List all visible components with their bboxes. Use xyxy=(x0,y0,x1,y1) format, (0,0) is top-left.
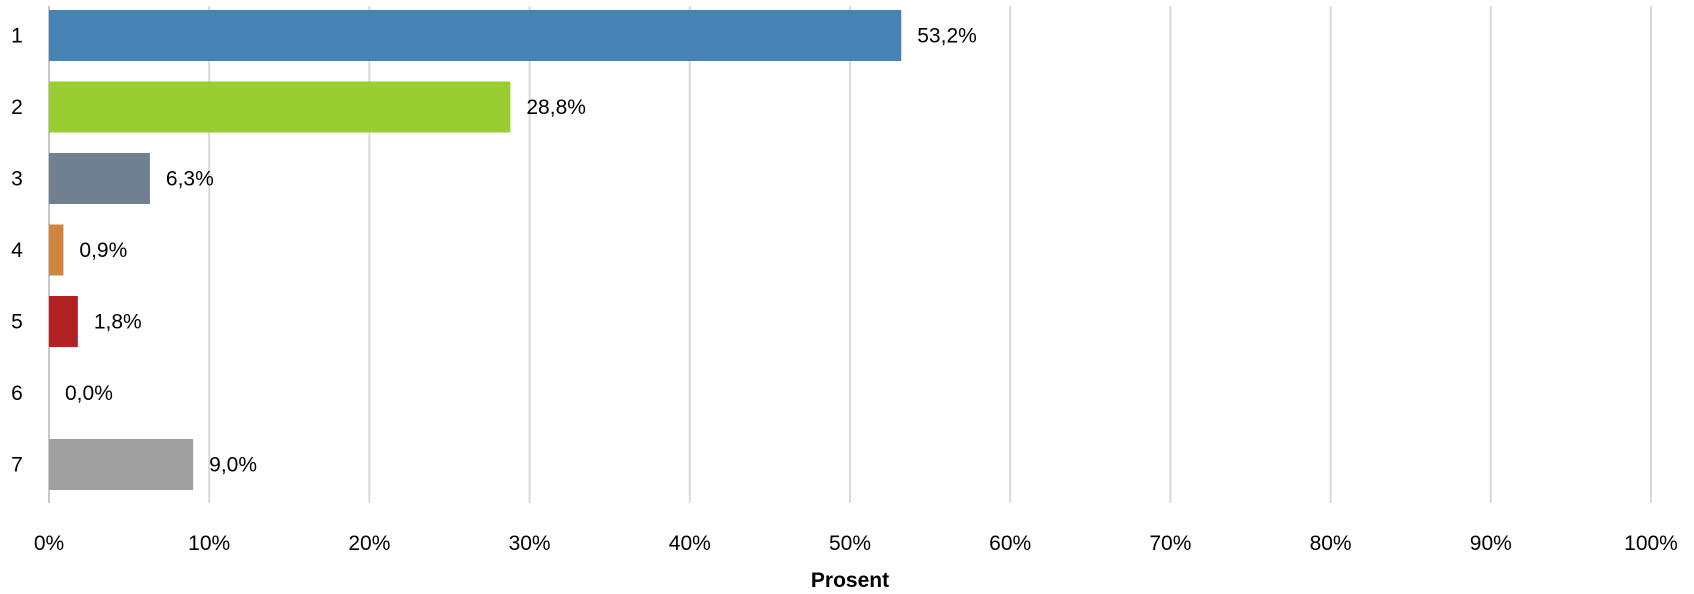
x-tick-label: 10% xyxy=(188,532,230,555)
x-axis-title: Prosent xyxy=(811,569,889,592)
bar-3 xyxy=(49,153,150,204)
x-tick-label: 20% xyxy=(348,532,390,555)
x-tick-label: 80% xyxy=(1310,532,1352,555)
bar-4 xyxy=(49,224,64,276)
x-tick-label: 60% xyxy=(989,532,1031,555)
x-tick-label: 40% xyxy=(669,532,711,555)
data-label: 28,8% xyxy=(526,96,586,119)
data-label: 9,0% xyxy=(209,454,257,477)
category-label: 1 xyxy=(11,25,23,48)
bars xyxy=(49,10,902,490)
bar-1 xyxy=(49,10,902,61)
x-tick-labels: 0% 10% 20% 30% 40% 50% 60% 70% 80% 90% 100% xyxy=(34,532,1678,555)
category-label: 6 xyxy=(11,382,23,405)
x-tick-label: 90% xyxy=(1470,532,1512,555)
data-label: 0,9% xyxy=(79,239,127,262)
data-label: 53,2% xyxy=(917,25,977,48)
x-tick-label: 70% xyxy=(1149,532,1191,555)
data-label: 6,3% xyxy=(166,168,214,191)
x-tick-label: 100% xyxy=(1624,532,1678,555)
data-label: 0,0% xyxy=(65,382,113,405)
data-labels: 53,2% 28,8% 6,3% 0,9% 1,8% 0,0% 9,0% xyxy=(65,25,977,477)
category-label: 3 xyxy=(11,168,23,191)
data-label: 1,8% xyxy=(94,311,142,334)
category-labels: 1 2 3 4 5 6 7 xyxy=(11,25,23,477)
category-label: 4 xyxy=(11,239,23,262)
category-label: 7 xyxy=(11,454,23,477)
bar-5 xyxy=(49,296,78,347)
bar-2 xyxy=(49,81,511,133)
gridlines xyxy=(48,6,1652,503)
x-tick-label: 50% xyxy=(829,532,871,555)
category-label: 2 xyxy=(11,96,23,119)
category-label: 5 xyxy=(11,311,23,334)
x-tick-label: 30% xyxy=(509,532,551,555)
bar-7 xyxy=(49,439,194,490)
x-tick-label: 0% xyxy=(34,532,64,555)
